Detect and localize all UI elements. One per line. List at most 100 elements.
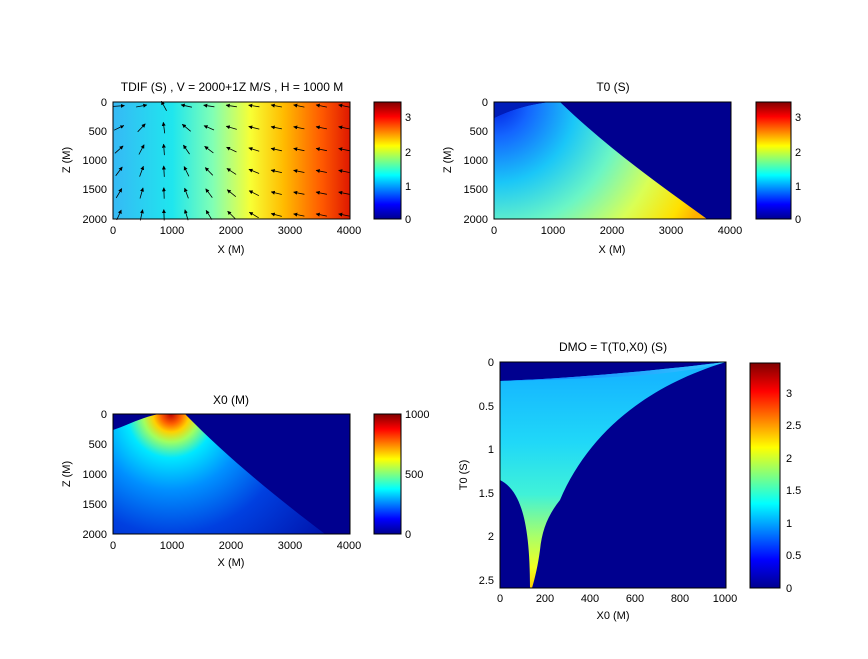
quiver-arrow xyxy=(116,209,122,221)
dmo-colorbar xyxy=(749,362,781,589)
quiver-arrow xyxy=(338,169,350,173)
panel-t0-title: T0 (S) xyxy=(596,80,629,94)
dmo-cbar-tick: 2.5 xyxy=(786,420,801,432)
quiver-arrow xyxy=(226,168,237,175)
dmo-cbar-tick: 2 xyxy=(786,453,792,465)
quiver-arrow xyxy=(315,169,327,173)
x0-axes-frame xyxy=(112,413,351,535)
tdif-axes-frame xyxy=(112,101,351,220)
panel-dmo-title: DMO = T(T0,X0) (S) xyxy=(559,340,667,354)
t0-ytick: 1000 xyxy=(464,155,488,167)
quiver-arrow xyxy=(226,189,237,198)
dmo-cbar-tick: 1 xyxy=(786,518,792,530)
x0-xlabel: X (M) xyxy=(218,557,245,569)
quiver-arrow xyxy=(183,166,190,177)
x0-xtick: 2000 xyxy=(219,540,243,552)
quiver-arrow xyxy=(204,167,214,176)
quiver-arrow xyxy=(139,165,145,177)
tdif-xtick: 3000 xyxy=(278,225,302,237)
x0-xtick: 4000 xyxy=(337,540,361,552)
quiver-arrow xyxy=(338,103,350,108)
panel-tdif-title: TDIF (S) , V = 2000+1Z M/S , H = 1000 M xyxy=(121,80,343,94)
tdif-ytick: 0 xyxy=(101,97,107,109)
quiver-arrow xyxy=(248,168,260,174)
tdif-cbar-tick: 3 xyxy=(405,112,411,124)
quiver-arrow xyxy=(248,125,260,130)
quiver-arrow xyxy=(136,103,148,108)
quiver-arrow xyxy=(293,147,305,152)
panel-dmo: DMO = T(T0,X0) (S) 0 200 400 600 800 100… xyxy=(458,340,801,622)
quiver-arrow xyxy=(338,212,350,217)
quiver-arrow xyxy=(293,169,305,173)
dmo-cbar-tick: 1.5 xyxy=(786,485,801,497)
quiver-arrow xyxy=(183,187,189,199)
quiver-arrow xyxy=(225,125,237,130)
t0-axes-frame xyxy=(493,101,732,220)
dmo-axes-frame xyxy=(499,361,727,589)
quiver-arrow xyxy=(270,147,282,152)
tdif-xtick: 2000 xyxy=(219,225,243,237)
quiver-arrow xyxy=(161,143,166,156)
quiver-arrow xyxy=(161,165,166,177)
tdif-ytick: 2000 xyxy=(83,214,107,226)
quiver-arrow xyxy=(248,103,260,108)
panel-x0-title: X0 (M) xyxy=(213,393,249,407)
quiver-arrow xyxy=(270,190,282,195)
dmo-ytick: 2.5 xyxy=(479,575,494,587)
t0-xlabel: X (M) xyxy=(599,244,626,256)
quiver-arrow xyxy=(293,103,305,108)
t0-xtick: 3000 xyxy=(659,225,683,237)
panel-x0: X0 (M) 0 1000 2000 3000 4000 0 500 1000 … xyxy=(61,393,429,569)
t0-cbar-tick: 2 xyxy=(795,147,801,159)
tdif-colorbar xyxy=(373,101,402,220)
quiver-arrow xyxy=(138,144,145,155)
t0-cbar-tick: 3 xyxy=(795,112,801,124)
tdif-cbar-tick: 2 xyxy=(405,147,411,159)
tdif-xtick: 1000 xyxy=(160,225,184,237)
tdif-ytick: 1500 xyxy=(83,184,107,196)
quiver-arrow xyxy=(270,103,282,108)
t0-cbar-tick: 0 xyxy=(795,214,801,226)
quiver-arrow xyxy=(293,212,305,217)
dmo-ytick: 1 xyxy=(488,444,494,456)
tdif-heatmap xyxy=(113,102,350,219)
quiver-arrow xyxy=(248,147,260,152)
quiver-arrow xyxy=(137,123,146,133)
x0-ytick: 500 xyxy=(89,439,107,451)
quiver-arrow xyxy=(338,190,350,195)
dmo-cbar-tick: 3 xyxy=(786,388,792,400)
tdif-xlabel: X (M) xyxy=(218,244,245,256)
quiver-arrow xyxy=(205,188,213,198)
quiver-arrow xyxy=(225,103,237,108)
quiver-arrow xyxy=(270,212,282,217)
tdif-cbar-tick: 1 xyxy=(405,181,411,193)
x0-ytick: 1500 xyxy=(83,499,107,511)
tdif-ytick: 1000 xyxy=(83,155,107,167)
t0-ytick: 2000 xyxy=(464,214,488,226)
dmo-ytick: 1.5 xyxy=(479,488,494,500)
quiver-arrow xyxy=(227,210,236,220)
x0-xtick: 1000 xyxy=(160,540,184,552)
quiver-arrow xyxy=(248,211,259,219)
quiver-arrow xyxy=(113,103,125,108)
dmo-xtick: 1000 xyxy=(713,593,737,605)
x0-ytick: 0 xyxy=(101,409,107,421)
tdif-xtick: 0 xyxy=(110,225,116,237)
dmo-ytick: 0 xyxy=(488,357,494,369)
x0-ytick: 2000 xyxy=(83,529,107,541)
dmo-xtick: 800 xyxy=(671,593,689,605)
quiver-arrow xyxy=(205,209,213,220)
quiver-arrow xyxy=(293,125,305,130)
quiver-arrow xyxy=(315,103,327,108)
quiver-arrow xyxy=(315,212,327,217)
x0-ytick: 1000 xyxy=(83,469,107,481)
quiver-arrow xyxy=(113,125,125,131)
x0-xtick: 0 xyxy=(110,540,116,552)
t0-heatmap xyxy=(494,102,707,219)
quiver-arrow xyxy=(114,145,124,154)
dmo-xtick: 400 xyxy=(581,593,599,605)
panel-tdif: TDIF (S) , V = 2000+1Z M/S , H = 1000 M … xyxy=(61,80,411,256)
t0-colorbar xyxy=(755,101,792,220)
quiver-arrow xyxy=(115,166,123,177)
